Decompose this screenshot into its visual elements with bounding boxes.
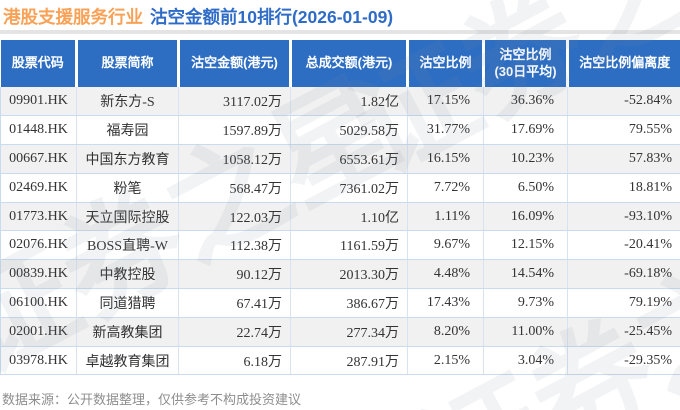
cell-name: 中教控股 bbox=[76, 259, 179, 290]
short-selling-rank-table: 股票代码 股票简称 沽空金额(港元) 总成交额(港元) 沽空比例 沽空比例 (30日平均)… bbox=[0, 40, 680, 376]
cell-ratio-deviation: -20.41% bbox=[567, 230, 680, 261]
data-source-note: 数据来源：公开数据整理，仅供参考不构成投资建议 bbox=[2, 392, 302, 407]
cell-name: 新东方-S bbox=[76, 87, 179, 117]
cell-short-ratio-30d-avg: 11.00% bbox=[483, 317, 568, 347]
cell-short-ratio: 2.15% bbox=[407, 346, 484, 376]
title-divider bbox=[0, 30, 680, 34]
cell-short-ratio: 1.11% bbox=[407, 202, 484, 232]
cell-short-ratio-30d-avg: 14.54% bbox=[483, 259, 568, 290]
cell-short-ratio-30d-avg: 36.36% bbox=[483, 87, 568, 117]
column-header-ratio-deviation: 沽空比例偏离度 bbox=[567, 40, 680, 87]
cell-code: 01448.HK bbox=[0, 115, 77, 146]
cell-turnover: 2013.30万 bbox=[290, 259, 408, 290]
table-row: 09901.HK 新东方-S 3117.02万 1.82亿 17.15% 36.36% -5… bbox=[0, 87, 680, 117]
cell-ratio-deviation: 57.83% bbox=[567, 144, 680, 174]
cell-code: 09901.HK bbox=[0, 87, 77, 117]
cell-short-ratio: 9.67% bbox=[407, 230, 484, 261]
cell-code: 02001.HK bbox=[0, 317, 77, 347]
cell-short-ratio-30d-avg: 16.09% bbox=[483, 202, 568, 232]
cell-short-ratio: 4.48% bbox=[407, 259, 484, 290]
cell-short-ratio: 31.77% bbox=[407, 115, 484, 146]
cell-code: 03978.HK bbox=[0, 346, 77, 376]
title-industry: 港股支援服务行业 bbox=[3, 7, 143, 27]
column-header-short-ratio: 沽空比例 bbox=[407, 40, 485, 87]
cell-name: 中国东方教育 bbox=[76, 144, 179, 174]
table-row: 03978.HK 卓越教育集团 6.18万 287.91万 2.15% 3.04% -29.… bbox=[0, 346, 680, 376]
cell-turnover: 1161.59万 bbox=[290, 230, 408, 261]
cell-short-amount: 22.74万 bbox=[178, 317, 291, 347]
cell-ratio-deviation: -29.35% bbox=[567, 346, 680, 376]
cell-turnover: 287.91万 bbox=[290, 346, 408, 376]
cell-turnover: 386.67万 bbox=[290, 288, 408, 318]
cell-ratio-deviation: -93.10% bbox=[567, 202, 680, 232]
cell-short-amount: 3117.02万 bbox=[178, 87, 291, 117]
cell-short-ratio-30d-avg: 10.23% bbox=[483, 144, 568, 174]
column-header-code: 股票代码 bbox=[0, 40, 78, 87]
table-row: 06100.HK 同道猎聘 67.41万 386.67万 17.43% 9.73% 79.1… bbox=[0, 288, 680, 318]
cell-ratio-deviation: 18.81% bbox=[567, 173, 680, 203]
cell-short-amount: 112.38万 bbox=[178, 230, 291, 261]
cell-short-amount: 122.03万 bbox=[178, 202, 291, 232]
cell-short-amount: 6.18万 bbox=[178, 346, 291, 376]
table-row: 02469.HK 粉笔 568.47万 7361.02万 7.72% 6.50% 18.81… bbox=[0, 173, 680, 203]
cell-short-amount: 568.47万 bbox=[178, 173, 291, 203]
cell-short-ratio-30d-avg: 9.73% bbox=[483, 288, 568, 318]
cell-code: 02076.HK bbox=[0, 230, 77, 261]
cell-name: 福寿园 bbox=[76, 115, 179, 146]
table-row: 00839.HK 中教控股 90.12万 2013.30万 4.48% 14.54% -69… bbox=[0, 259, 680, 290]
table-row: 02001.HK 新高教集团 22.74万 277.34万 8.20% 11.00% -25… bbox=[0, 317, 680, 347]
cell-code: 00839.HK bbox=[0, 259, 77, 290]
column-header-name: 股票简称 bbox=[76, 40, 180, 87]
table-body: 09901.HK 新东方-S 3117.02万 1.82亿 17.15% 36.36% -5… bbox=[0, 87, 680, 376]
cell-turnover: 1.82亿 bbox=[290, 87, 408, 117]
table-header-row: 股票代码 股票简称 沽空金额(港元) 总成交额(港元) 沽空比例 沽空比例 (30日平均)… bbox=[0, 40, 680, 87]
cell-turnover: 1.10亿 bbox=[290, 202, 408, 232]
table-row: 00667.HK 中国东方教育 1058.12万 6553.61万 16.15% 10.2… bbox=[0, 144, 680, 174]
cell-short-amount: 67.41万 bbox=[178, 288, 291, 318]
column-header-short-amount: 沽空金额(港元) bbox=[178, 40, 292, 87]
cell-code: 06100.HK bbox=[0, 288, 77, 318]
cell-ratio-deviation: -69.18% bbox=[567, 259, 680, 290]
cell-turnover: 7361.02万 bbox=[290, 173, 408, 203]
cell-name: BOSS直聘-W bbox=[76, 230, 179, 261]
cell-ratio-deviation: 79.19% bbox=[567, 288, 680, 318]
table-row: 02076.HK BOSS直聘-W 112.38万 1161.59万 9.67% 12.1… bbox=[0, 230, 680, 261]
cell-short-ratio-30d-avg: 6.50% bbox=[483, 173, 568, 203]
table-row: 01448.HK 福寿园 1597.89万 5029.58万 31.77% 17.69% 7… bbox=[0, 115, 680, 146]
cell-short-ratio: 16.15% bbox=[407, 144, 484, 174]
cell-short-ratio: 7.72% bbox=[407, 173, 484, 203]
cell-turnover: 6553.61万 bbox=[290, 144, 408, 174]
cell-name: 新高教集团 bbox=[76, 317, 179, 347]
cell-ratio-deviation: 79.55% bbox=[567, 115, 680, 146]
table-row: 01773.HK 天立国际控股 122.03万 1.10亿 1.11% 16.09% -93… bbox=[0, 202, 680, 232]
cell-short-ratio-30d-avg: 17.69% bbox=[483, 115, 568, 146]
cell-code: 00667.HK bbox=[0, 144, 77, 174]
column-header-turnover: 总成交额(港元) bbox=[290, 40, 409, 87]
cell-short-amount: 90.12万 bbox=[178, 259, 291, 290]
cell-turnover: 5029.58万 bbox=[290, 115, 408, 146]
cell-short-ratio: 8.20% bbox=[407, 317, 484, 347]
cell-name: 天立国际控股 bbox=[76, 202, 179, 232]
cell-turnover: 277.34万 bbox=[290, 317, 408, 347]
cell-ratio-deviation: -52.84% bbox=[567, 87, 680, 117]
cell-short-ratio-30d-avg: 3.04% bbox=[483, 346, 568, 376]
cell-name: 同道猎聘 bbox=[76, 288, 179, 318]
cell-name: 粉笔 bbox=[76, 173, 179, 203]
cell-ratio-deviation: -25.45% bbox=[567, 317, 680, 347]
cell-short-ratio: 17.43% bbox=[407, 288, 484, 318]
column-header-short-ratio-30d-avg: 沽空比例 (30日平均) bbox=[483, 40, 569, 87]
cell-code: 02469.HK bbox=[0, 173, 77, 203]
cell-short-ratio: 17.15% bbox=[407, 87, 484, 117]
page-title: 港股支援服务行业 沽空金额前10排行(2026-01-09) bbox=[3, 4, 393, 29]
cell-short-amount: 1058.12万 bbox=[178, 144, 291, 174]
title-ranking: 沽空金额前10排行(2026-01-09) bbox=[150, 7, 394, 27]
cell-short-ratio-30d-avg: 12.15% bbox=[483, 230, 568, 261]
cell-short-amount: 1597.89万 bbox=[178, 115, 291, 146]
cell-name: 卓越教育集团 bbox=[76, 346, 179, 376]
cell-code: 01773.HK bbox=[0, 202, 77, 232]
